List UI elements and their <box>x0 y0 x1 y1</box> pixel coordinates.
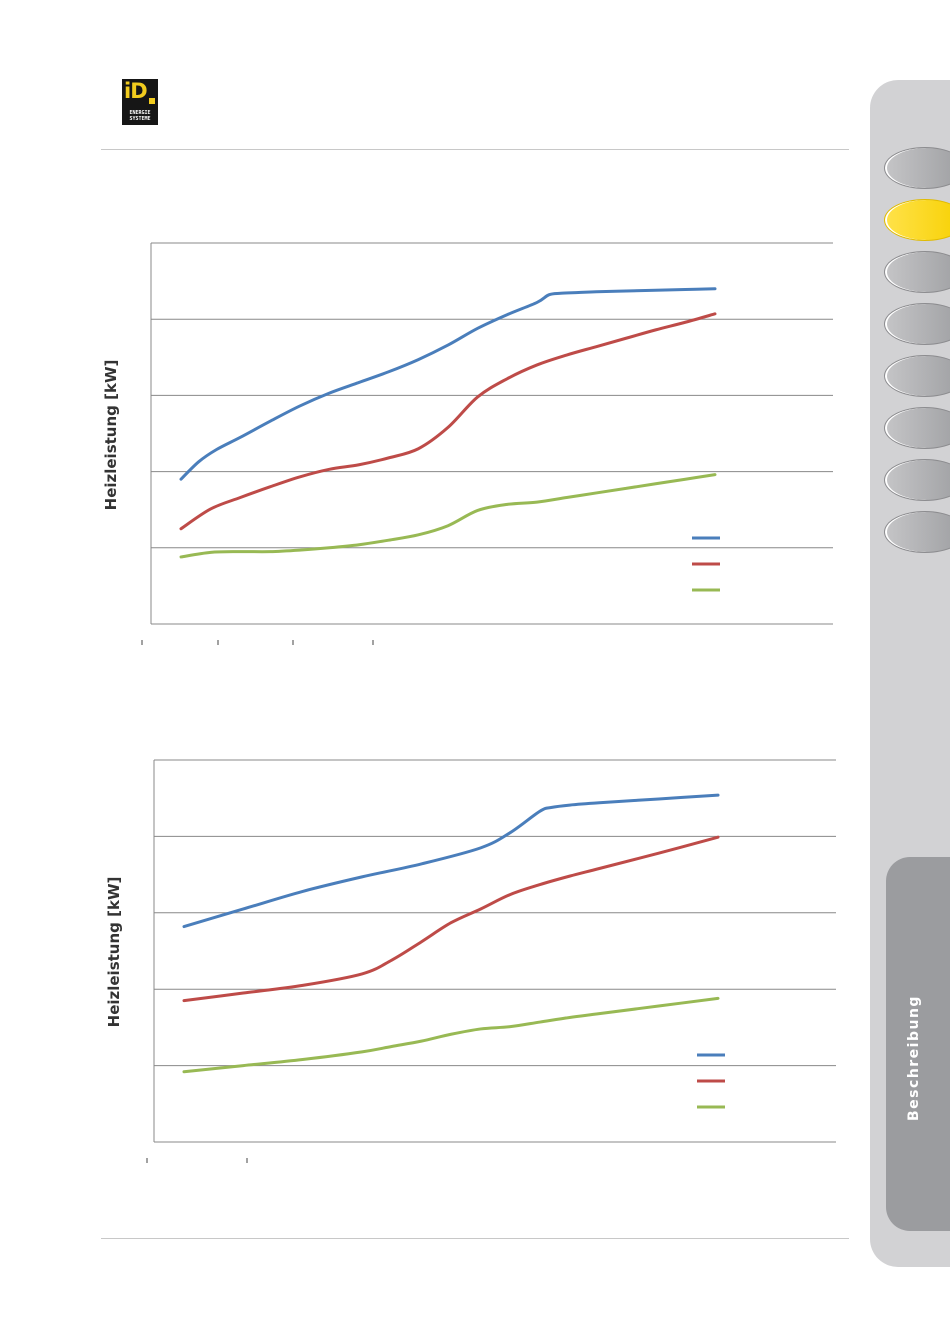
logo-subtitle: ENERGIE SYSTEME <box>123 110 157 122</box>
footer-divider <box>101 1238 849 1239</box>
series-1-line <box>182 793 720 929</box>
section-panel[interactable] <box>886 857 950 1231</box>
logo-dot <box>149 98 155 104</box>
sidebar-tab-3[interactable] <box>884 251 950 293</box>
chart-2-y-axis-label: Heizleistung [kW] <box>105 876 123 1028</box>
chart-1-y-axis-label: Heizleistung [kW] <box>102 359 120 511</box>
header-divider <box>101 149 849 150</box>
chart-1 <box>141 242 833 645</box>
sidebar-tab-2[interactable] <box>884 199 950 241</box>
sidebar-tab-7[interactable] <box>884 459 950 501</box>
logo-subtitle-line-1: ENERGIE <box>129 110 151 116</box>
series-3-line <box>182 996 720 1074</box>
sidebar-tab-4[interactable] <box>884 303 950 345</box>
logo-text: iD <box>124 79 148 103</box>
chart-2 <box>146 759 836 1163</box>
series-3-line <box>179 473 717 559</box>
logo-subtitle-line-2: SYSTEME <box>129 116 151 122</box>
series-1-line <box>179 287 717 481</box>
company-logo: iD ENERGIE SYSTEME <box>122 79 158 125</box>
sidebar-tab-8[interactable] <box>884 511 950 553</box>
sidebar-tab-6[interactable] <box>884 407 950 449</box>
sidebar-tab-5[interactable] <box>884 355 950 397</box>
series-2-line <box>179 312 717 531</box>
sidebar-tab-1[interactable] <box>884 147 950 189</box>
section-label: Beschreibung <box>906 995 922 1121</box>
series-2-line <box>182 835 720 1003</box>
